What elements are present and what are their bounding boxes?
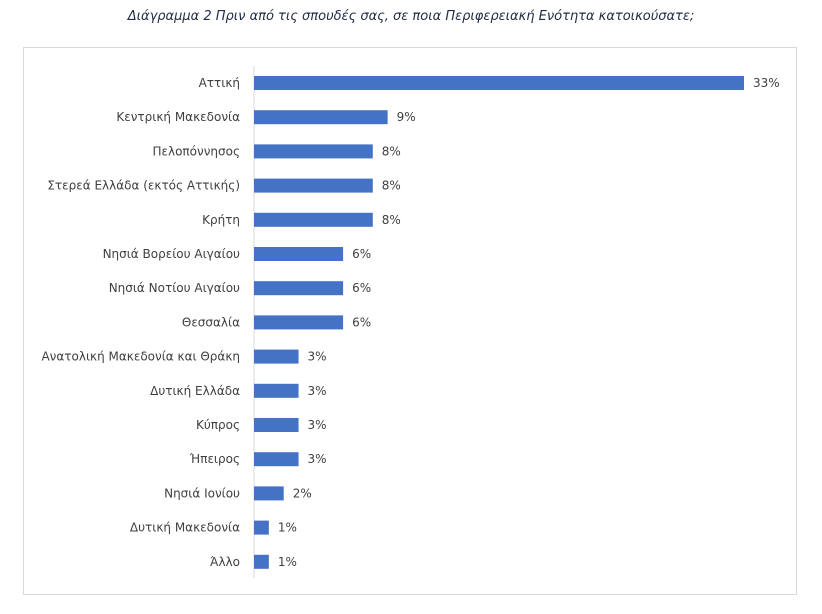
data-label: 6%: [352, 281, 371, 295]
category-label: Πελοπόννησος: [152, 144, 240, 158]
category-label: Νησιά Ιονίου: [164, 486, 240, 500]
data-label: 1%: [278, 555, 297, 569]
bar: [254, 281, 344, 296]
category-label: Αττική: [199, 76, 240, 90]
category-label: Στερεά Ελλάδα (εκτός Αττικής): [47, 179, 240, 193]
bar: [254, 144, 373, 159]
category-label: Νησιά Νοτίου Αιγαίου: [109, 281, 240, 295]
bar: [254, 418, 299, 432]
bar: [254, 383, 299, 398]
bar: [254, 452, 299, 467]
chart-title: Διάγραμμα 2 Πριν από τις σπουδές σας, σε…: [127, 9, 695, 24]
chart-frame: [23, 47, 797, 595]
bar: [254, 554, 269, 569]
category-label: Κύπρος: [196, 418, 240, 432]
bar: [254, 349, 299, 364]
data-label: 2%: [293, 486, 312, 500]
bar: [254, 315, 344, 330]
category-label: Κρήτη: [202, 213, 240, 227]
bar: [254, 520, 269, 535]
data-label: 33%: [753, 76, 780, 90]
data-label: 8%: [382, 144, 401, 158]
data-label: 8%: [382, 213, 401, 227]
bar: [254, 212, 373, 227]
category-label: Ήπειρος: [189, 452, 240, 466]
category-label: Δυτική Ελλάδα: [150, 384, 240, 398]
bar: [254, 247, 344, 261]
category-label: Νησιά Βορείου Αιγαίου: [103, 247, 240, 261]
data-label: 1%: [278, 521, 297, 535]
data-label: 3%: [308, 350, 327, 364]
category-label: Κεντρική Μακεδονία: [116, 110, 240, 124]
bar: [254, 486, 284, 501]
category-label: Θεσσαλία: [182, 315, 240, 329]
data-label: 9%: [397, 110, 416, 124]
data-label: 3%: [308, 384, 327, 398]
bar: [254, 76, 744, 90]
data-label: 6%: [352, 315, 371, 329]
category-label: Ανατολική Μακεδονία και Θράκη: [41, 350, 240, 364]
bar: [254, 110, 388, 125]
bar: [254, 178, 373, 193]
data-label: 3%: [308, 418, 327, 432]
data-label: 3%: [308, 452, 327, 466]
category-label: Δυτική Μακεδονία: [130, 521, 240, 535]
data-label: 8%: [382, 179, 401, 193]
category-label: Άλλο: [210, 555, 240, 569]
data-label: 6%: [352, 247, 371, 261]
